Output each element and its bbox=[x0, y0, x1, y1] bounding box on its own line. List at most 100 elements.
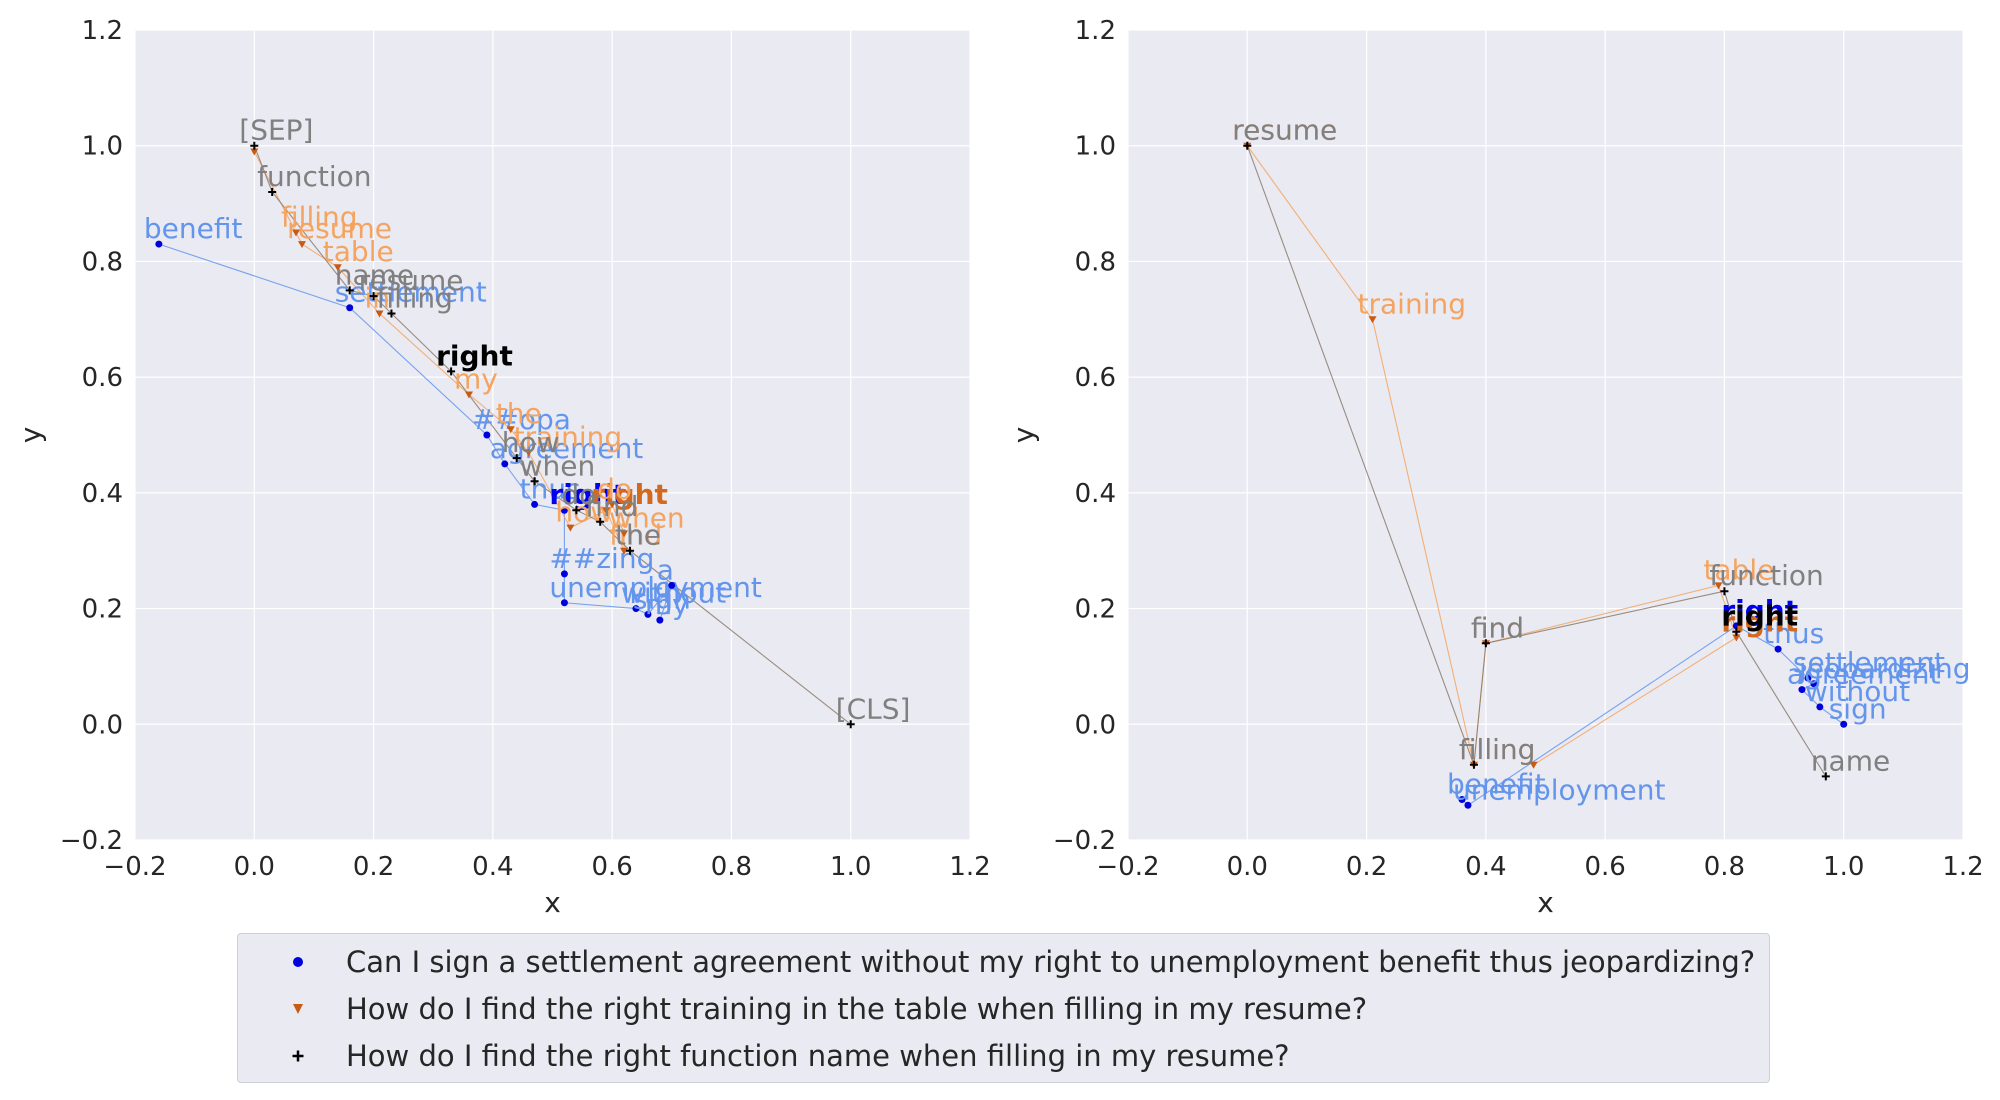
q2-point-label: resume bbox=[287, 212, 392, 245]
q2-point-label: filling bbox=[1459, 733, 1536, 766]
x-tick-label: 0.6 bbox=[1584, 852, 1625, 882]
q3-point bbox=[1720, 587, 1729, 596]
y-tick-label: 0.8 bbox=[1075, 247, 1116, 277]
y-tick-label: 0.6 bbox=[1075, 363, 1116, 393]
q1-point-label: unemployment bbox=[549, 571, 761, 604]
q1-point-label: a bbox=[657, 553, 674, 586]
q2-point-label: training bbox=[1358, 287, 1466, 320]
y-tick-label: 1.0 bbox=[1075, 132, 1116, 162]
q1-point-label: ##zing bbox=[549, 542, 654, 575]
x-tick-label: 0.0 bbox=[234, 852, 275, 882]
x-tick-label: 0.8 bbox=[711, 852, 752, 882]
left-scatter-plot: −0.2 0.0 0.2 0.4 0.6 0.8 1.0 1.2 −0.2 0.0 0.2 0.4 0.… bbox=[14, 16, 991, 919]
x-tick-label: 0.2 bbox=[353, 852, 394, 882]
x-tick-label: 0.2 bbox=[1346, 852, 1387, 882]
q3-point-label: filling bbox=[1459, 733, 1536, 766]
x-tick-label: 1.0 bbox=[1823, 852, 1864, 882]
legend: Can I sign a settlement agreement withou… bbox=[237, 933, 1770, 1083]
q1-point bbox=[1810, 680, 1818, 688]
q3-point bbox=[596, 517, 605, 526]
q2-point-label: right bbox=[591, 478, 668, 511]
q1-point-label: benefit bbox=[1447, 768, 1546, 801]
q3-point-label: find bbox=[1471, 611, 1524, 644]
q3-point-label: how bbox=[502, 426, 560, 459]
q1-point-label: right bbox=[1721, 594, 1798, 627]
legend-label-q2: How do I find the right training in the … bbox=[346, 992, 1368, 1026]
q3-point bbox=[626, 546, 635, 555]
q1-point bbox=[155, 240, 163, 248]
legend-label-q1: Can I sign a settlement agreement withou… bbox=[346, 945, 1756, 979]
x-tick-label: −0.2 bbox=[1096, 852, 1159, 882]
q2-point-label: find bbox=[1471, 611, 1524, 644]
q1-point bbox=[1774, 645, 1782, 653]
q1-point-label: agreement bbox=[1787, 658, 1941, 691]
legend-marker-circle bbox=[268, 938, 328, 986]
q3-point bbox=[1469, 760, 1478, 769]
plot-area bbox=[135, 30, 970, 840]
q3-point-label: right bbox=[436, 339, 513, 372]
q1-point bbox=[632, 605, 640, 613]
y-tick-label: −0.2 bbox=[60, 826, 123, 856]
q3-point bbox=[530, 477, 539, 486]
q1-point bbox=[1458, 796, 1466, 803]
legend-label-q3: How do I find the right function name wh… bbox=[346, 1039, 1290, 1073]
q2-point bbox=[602, 507, 611, 515]
q3-point-label: name bbox=[335, 258, 414, 291]
q2-point-label: table bbox=[323, 235, 394, 268]
q1-point bbox=[1816, 703, 1824, 711]
q2-point bbox=[524, 449, 533, 457]
x-axis-label: x bbox=[1537, 886, 1554, 919]
q1-point-label: thus bbox=[1763, 617, 1824, 650]
y-tick-label: 1.2 bbox=[1075, 16, 1116, 46]
q2-point bbox=[566, 524, 575, 532]
y-tick-label: −0.2 bbox=[1053, 826, 1116, 856]
x-tick-label: 0.8 bbox=[1704, 852, 1745, 882]
q1-point bbox=[1798, 686, 1806, 694]
q3-point-label: name bbox=[1811, 744, 1890, 777]
q3-point-label: resume bbox=[1232, 114, 1337, 147]
y-tick-label: 0.0 bbox=[1075, 710, 1116, 740]
q1-point-label: thus bbox=[520, 472, 581, 505]
q2-point bbox=[333, 264, 342, 272]
x-tick-label: 1.2 bbox=[1942, 852, 1983, 882]
q1-point bbox=[668, 581, 676, 589]
q2-point bbox=[1714, 582, 1723, 590]
x-tick-label: 0.4 bbox=[1465, 852, 1506, 882]
q2-point bbox=[1368, 316, 1377, 324]
q1-point-label: jeopardizing bbox=[1798, 652, 1971, 685]
q1-point-label: benefit bbox=[144, 212, 243, 245]
q1-point bbox=[560, 570, 568, 578]
y-axis-label: y bbox=[14, 427, 47, 444]
q1-point bbox=[560, 506, 568, 514]
y-tick-label: 0.4 bbox=[1075, 479, 1116, 509]
q1-point-label: my bbox=[645, 588, 689, 621]
q2-point bbox=[1529, 761, 1538, 769]
q1-point bbox=[656, 616, 664, 624]
q2-point-label: training bbox=[514, 420, 622, 453]
q3-point-label: when bbox=[520, 449, 596, 482]
q1-point bbox=[1804, 674, 1812, 682]
q1-point bbox=[1464, 801, 1472, 809]
q2-point bbox=[375, 310, 384, 318]
q2-point-label: how bbox=[555, 496, 613, 529]
q2-point-label: in bbox=[365, 282, 391, 315]
q1-point bbox=[346, 304, 354, 312]
q1-point bbox=[483, 431, 491, 439]
x-tick-label: 0.0 bbox=[1227, 852, 1268, 882]
q2-point bbox=[1732, 634, 1741, 642]
q3-point-label: right bbox=[1721, 600, 1798, 633]
y-tick-label: 0.6 bbox=[82, 363, 123, 393]
x-tick-label: −0.2 bbox=[103, 852, 166, 882]
q2-point-label: filling bbox=[281, 201, 358, 234]
q3-point bbox=[1481, 639, 1490, 648]
q3-point-label: filling bbox=[376, 282, 453, 315]
q1-point-label: without bbox=[621, 577, 726, 610]
q1-connector-line bbox=[158, 243, 673, 621]
q2-point bbox=[608, 501, 617, 509]
q3-connector-line bbox=[253, 145, 852, 725]
q2-point bbox=[292, 229, 301, 237]
q1-point bbox=[1732, 622, 1740, 630]
y-tick-label: 0.8 bbox=[82, 247, 123, 277]
q2-point-label: when bbox=[609, 501, 685, 534]
